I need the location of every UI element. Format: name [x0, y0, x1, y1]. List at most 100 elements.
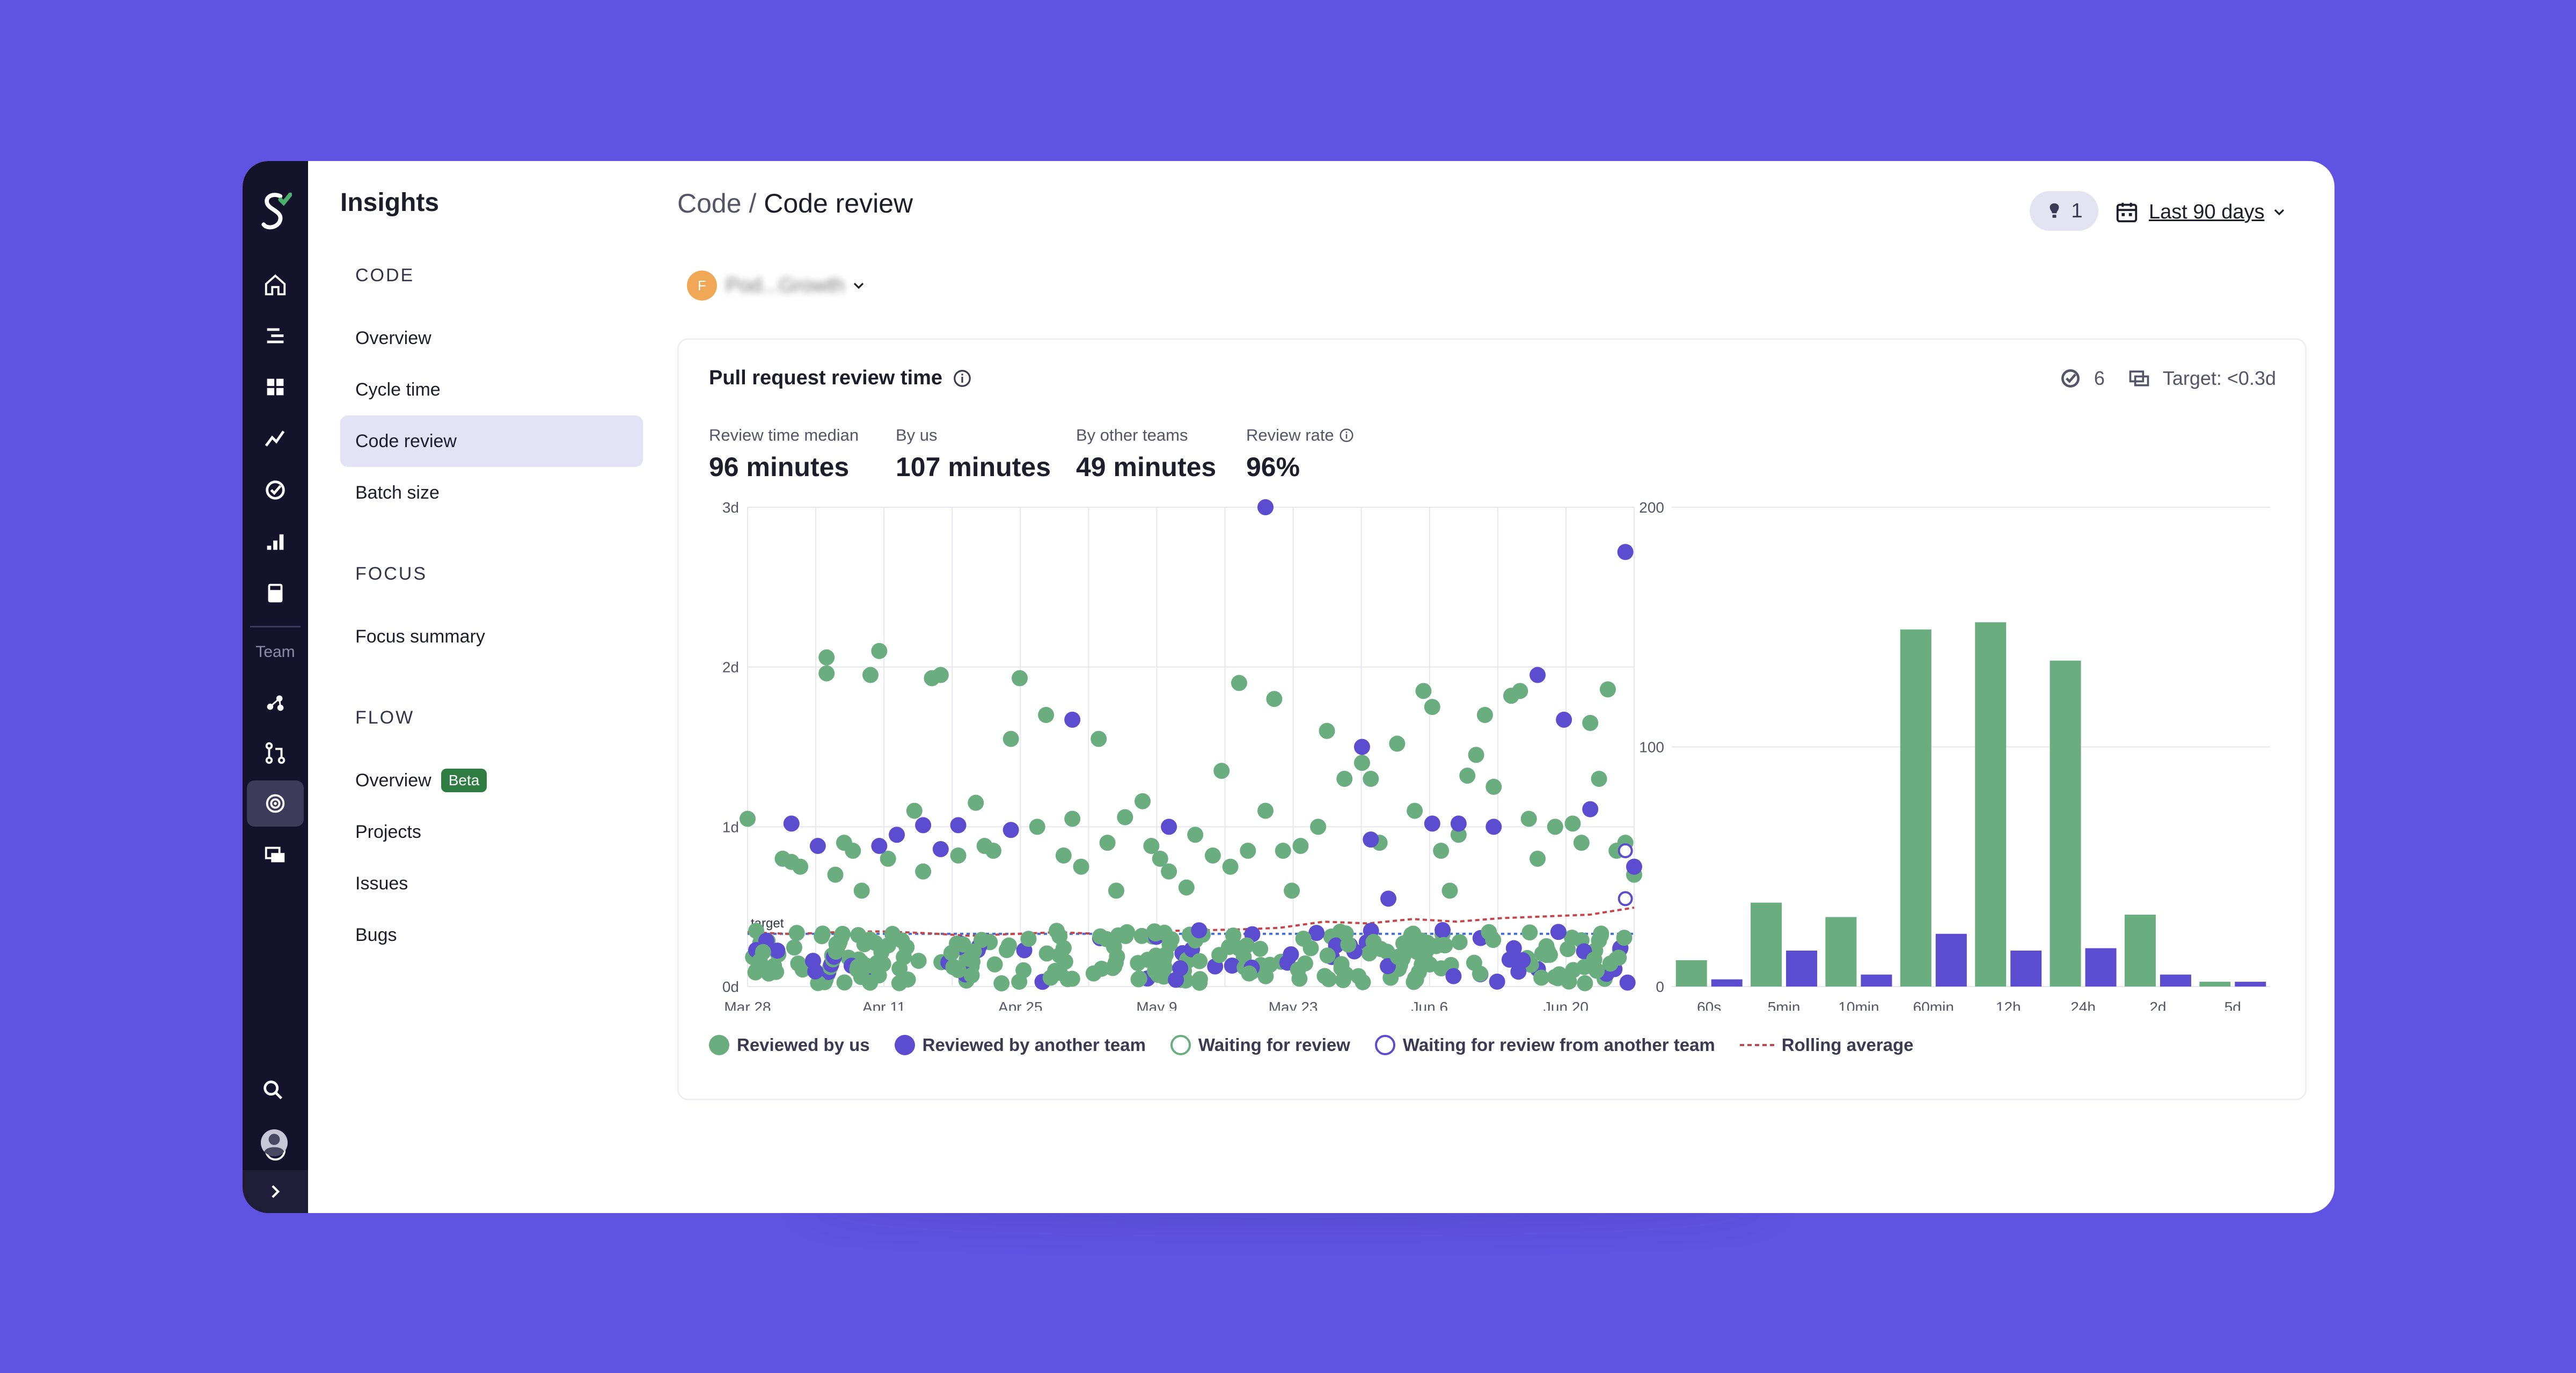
nav-flow-overview[interactable]: Overview Beta	[340, 755, 643, 806]
code-review-icon[interactable]	[247, 780, 304, 827]
bar-reviewed-by-another-team	[1861, 974, 1892, 987]
data-point-low	[1505, 940, 1522, 956]
bar-reviewed-by-us	[1675, 960, 1707, 987]
data-point	[906, 802, 923, 819]
legend-reviewed-by-another-team[interactable]: Reviewed by another team	[894, 1035, 1146, 1055]
bar-reviewed-by-us	[1751, 902, 1782, 987]
data-point	[1450, 815, 1467, 832]
data-point-low	[836, 974, 853, 991]
data-point-low	[1093, 960, 1110, 977]
data-point	[932, 667, 949, 683]
legend-label: Reviewed by another team	[922, 1035, 1146, 1055]
legend-rolling-average[interactable]: Rolling average	[1739, 1035, 1914, 1055]
x-tick-label: 12h	[1996, 999, 2021, 1011]
dashboard-icon[interactable]	[261, 373, 290, 401]
data-point	[1380, 890, 1397, 907]
data-point	[950, 817, 967, 834]
home-icon[interactable]	[261, 271, 290, 300]
nav-batch-size[interactable]: Batch size	[355, 482, 440, 503]
nav-code-overview[interactable]: Overview	[355, 327, 431, 348]
insights-button[interactable]: 1	[2030, 191, 2098, 231]
bar-reviewed-by-us	[2124, 915, 2156, 987]
data-point-low	[1419, 934, 1436, 951]
data-point	[1204, 847, 1221, 864]
data-point-low	[760, 961, 777, 978]
data-point-low	[1550, 924, 1567, 940]
nav-issues[interactable]: Issues	[355, 873, 408, 894]
layers-icon[interactable]	[261, 841, 290, 870]
data-point-low	[1252, 940, 1269, 957]
legend-waiting-for-review[interactable]: Waiting for review	[1170, 1035, 1350, 1055]
team-section-label: Team	[255, 643, 295, 661]
x-tick-label: 24h	[2070, 999, 2096, 1011]
info-icon[interactable]	[952, 368, 972, 389]
data-point	[1012, 670, 1028, 686]
data-point-low	[943, 945, 960, 961]
data-point-low	[1239, 937, 1255, 954]
breadcrumb-parent[interactable]: Code	[677, 188, 742, 218]
timeline-icon[interactable]	[261, 321, 290, 350]
legend-waiting-other-team[interactable]: Waiting for review from another team	[1374, 1035, 1715, 1055]
data-point	[1275, 842, 1291, 859]
date-range-picker[interactable]: Last 90 days	[2114, 193, 2285, 231]
nav-bugs[interactable]: Bugs	[355, 924, 397, 945]
data-point	[1573, 835, 1590, 851]
nav-cycle-time[interactable]: Cycle time	[355, 379, 441, 400]
section-focus: FOCUS	[355, 564, 427, 584]
metric-by-other-teams: By other teams 49 minutes	[1076, 426, 1216, 483]
data-point-low	[1521, 924, 1538, 941]
data-point	[1407, 802, 1423, 819]
chart-legend: Reviewed by us Reviewed by another team …	[709, 1035, 1914, 1055]
nav-flow-overview-label: Overview	[355, 770, 431, 791]
bar-chart-icon[interactable]	[261, 527, 290, 556]
data-point-low	[1225, 927, 1241, 944]
data-point-low	[1355, 974, 1371, 990]
investment-count: 6	[2094, 367, 2105, 389]
legend-reviewed-by-us[interactable]: Reviewed by us	[709, 1035, 870, 1055]
data-point-low	[1565, 962, 1582, 978]
card-title-row: Pull request review time	[709, 367, 972, 390]
bar-reviewed-by-us	[2050, 660, 2081, 987]
data-point-low	[853, 969, 869, 985]
avatar[interactable]	[261, 1129, 288, 1156]
data-point-low	[1435, 922, 1451, 938]
data-point-low	[1340, 936, 1357, 953]
info-icon[interactable]	[1338, 427, 1355, 443]
data-point	[1257, 499, 1274, 515]
search-icon[interactable]	[261, 1078, 290, 1107]
nav-projects[interactable]: Projects	[355, 821, 421, 842]
team-graph-icon[interactable]	[261, 688, 290, 717]
trend-icon[interactable]	[261, 424, 290, 453]
investment-icon[interactable]	[261, 476, 290, 505]
pull-request-icon[interactable]	[261, 739, 290, 768]
data-point	[1029, 819, 1045, 835]
team-selector[interactable]: F Pod...Growth	[687, 271, 864, 301]
logo-icon[interactable]	[258, 188, 293, 236]
data-point-low	[1485, 932, 1502, 948]
data-point-low	[1133, 927, 1150, 944]
nav-focus-summary[interactable]: Focus summary	[355, 626, 485, 647]
data-point-low	[1147, 925, 1164, 942]
beta-badge: Beta	[441, 769, 487, 792]
breadcrumb-separator: /	[749, 188, 757, 218]
y-tick-label: 0d	[722, 978, 739, 995]
data-point	[1363, 771, 1379, 787]
data-point-low	[1191, 953, 1208, 969]
data-point-low	[1451, 934, 1468, 951]
nav-code-review[interactable]: Code review	[340, 415, 643, 467]
page-title: Code review	[764, 188, 913, 218]
metric-by-us: By us 107 minutes	[896, 426, 1051, 483]
data-point	[1618, 891, 1633, 907]
calculator-icon[interactable]	[261, 579, 290, 608]
data-point-low	[963, 967, 980, 984]
metric-value: 107 minutes	[896, 452, 1051, 482]
data-point	[1564, 815, 1581, 832]
expand-icon[interactable]	[243, 1170, 308, 1213]
data-point-low	[1619, 974, 1636, 991]
section-flow: FLOW	[355, 707, 415, 728]
data-point-low	[1333, 956, 1350, 973]
data-point	[1450, 827, 1467, 843]
team-name: Pod...Growth	[726, 274, 845, 297]
data-point	[1441, 882, 1458, 899]
data-point	[1591, 771, 1607, 787]
